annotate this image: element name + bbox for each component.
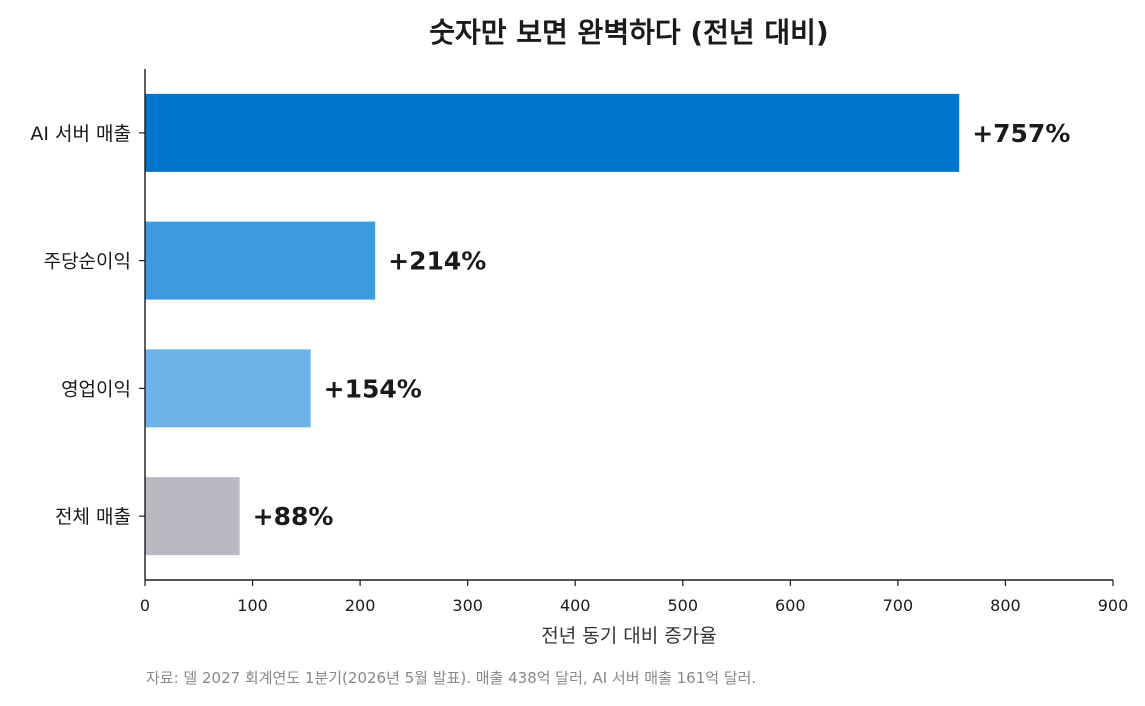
x-tick-label: 600 bbox=[775, 596, 806, 615]
bar bbox=[145, 477, 240, 556]
value-label: +88% bbox=[253, 502, 334, 531]
chart-title: 숫자만 보면 완벽하다 (전년 대비) bbox=[429, 16, 828, 49]
x-tick-label: 500 bbox=[668, 596, 699, 615]
x-tick-label: 900 bbox=[1098, 596, 1129, 615]
category-label: 주당순이익 bbox=[44, 251, 131, 273]
value-label: +214% bbox=[388, 247, 486, 276]
x-tick-label: 800 bbox=[990, 596, 1021, 615]
x-tick-label: 100 bbox=[237, 596, 268, 615]
source-note: 자료: 델 2027 회계연도 1분기(2026년 5월 발표). 매출 438… bbox=[146, 669, 756, 687]
category-label: 영업이익 bbox=[61, 378, 131, 400]
category-label: 전체 매출 bbox=[55, 506, 131, 528]
x-tick-label: 0 bbox=[140, 596, 150, 615]
x-tick-label: 300 bbox=[452, 596, 483, 615]
value-label: +757% bbox=[972, 119, 1070, 148]
x-axis-title: 전년 동기 대비 증가율 bbox=[541, 625, 716, 647]
bar bbox=[145, 221, 376, 300]
x-tick-label: 700 bbox=[883, 596, 914, 615]
bar bbox=[145, 93, 960, 172]
x-tick-label: 400 bbox=[560, 596, 591, 615]
value-label: +154% bbox=[324, 374, 422, 403]
x-tick-label: 200 bbox=[345, 596, 376, 615]
bar bbox=[145, 349, 311, 428]
category-label: AI 서버 매출 bbox=[30, 123, 131, 145]
bars-group: +757% +214% +154% +88% bbox=[145, 93, 1070, 556]
